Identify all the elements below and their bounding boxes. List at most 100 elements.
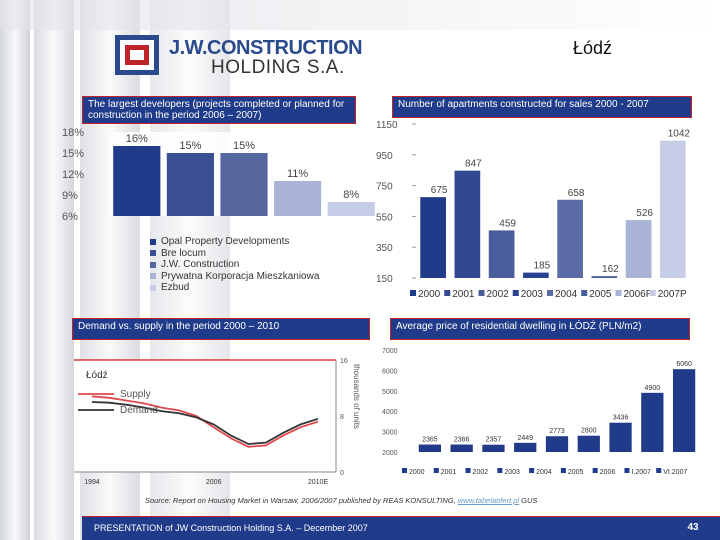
footer-text: PRESENTATION of JW Construction Holding … xyxy=(94,523,368,533)
bar xyxy=(625,220,652,278)
legend-label: J.W. Construction xyxy=(161,259,240,271)
y-tick-label: 150 xyxy=(376,274,393,285)
bar xyxy=(641,392,664,452)
y-tick-label: 950 xyxy=(376,151,393,162)
data-label: 459 xyxy=(499,218,516,229)
legend-swatch xyxy=(497,468,503,473)
legend-label: 2007P xyxy=(658,289,687,300)
y-tick-label: 6% xyxy=(62,211,78,223)
legend-label: 2002 xyxy=(487,289,510,300)
y-tick-label: 5000 xyxy=(382,389,398,396)
apartments-chart-header: Number of apartments constructed for sal… xyxy=(392,96,692,118)
legend-label: 2006P xyxy=(624,289,653,300)
data-label: 15% xyxy=(179,140,201,152)
legend-label: 2004 xyxy=(555,289,578,300)
y-tick-label: 4000 xyxy=(382,409,398,416)
logo-text-line1: J.W.CONSTRUCTION xyxy=(169,37,363,59)
legend-item: J.W. Construction xyxy=(150,259,319,271)
bar xyxy=(420,197,446,278)
y-tick-label: 12% xyxy=(62,169,84,181)
legend-label: 2003 xyxy=(521,289,544,300)
bar xyxy=(113,146,161,216)
data-label: 526 xyxy=(636,208,653,219)
bar xyxy=(545,436,569,452)
legend-swatch xyxy=(433,468,439,473)
apartments-bar-chart: 1150 950 750 550 350 150 675 847 459 185 658 162 526… xyxy=(376,120,691,300)
legend-label: VI.2007 xyxy=(663,469,687,476)
y-tick-label: 9% xyxy=(62,190,78,202)
data-label: 2449 xyxy=(517,435,533,442)
legend-label: 2002 xyxy=(473,469,489,476)
legend-label: 2001 xyxy=(452,289,475,300)
legend-swatch xyxy=(410,290,416,296)
y-tick-label: 6000 xyxy=(382,368,398,375)
y-tick-label: 8 xyxy=(340,414,344,421)
panel-label: Łódź xyxy=(86,370,108,381)
legend-label: 2005 xyxy=(589,289,612,300)
data-label: 15% xyxy=(233,140,255,152)
footer-bar: PRESENTATION of JW Construction Holding … xyxy=(82,516,720,540)
legend-swatch xyxy=(402,468,407,473)
y-tick-label: 7000 xyxy=(382,348,398,355)
bar xyxy=(523,272,549,278)
bar xyxy=(418,444,442,452)
legend-label: I.2007 xyxy=(631,469,651,476)
legend-item: Prywatna Korporacja Mieszkaniowa xyxy=(150,271,319,283)
page-number: 43 xyxy=(687,522,699,533)
plot-area xyxy=(74,360,336,472)
data-label: 3436 xyxy=(613,415,629,422)
source-suffix: GUS xyxy=(519,496,538,505)
x-tick-label: 2006 xyxy=(206,479,222,486)
data-label: 2357 xyxy=(486,437,502,444)
legend-swatch xyxy=(529,468,535,473)
bar xyxy=(557,199,583,278)
source-prefix: Source: Report on Housing Market in Wars… xyxy=(145,496,458,505)
data-label: 1042 xyxy=(668,129,691,140)
data-label: 847 xyxy=(465,159,482,170)
bar xyxy=(166,153,214,216)
legend-swatch xyxy=(512,290,519,296)
legend-label: 2001 xyxy=(441,469,457,476)
bar xyxy=(672,369,696,452)
bar xyxy=(488,230,515,278)
data-label: 2773 xyxy=(549,428,565,435)
legend-label: Ezbud xyxy=(161,282,190,294)
legend-swatch xyxy=(649,290,656,296)
price-bar-chart: 7000 6000 5000 4000 3000 2000 2365 2366 2357 2449… xyxy=(382,348,700,476)
legend-swatch xyxy=(150,238,156,245)
legend-swatch xyxy=(592,468,598,473)
bar xyxy=(609,422,632,452)
legend-item: Opal Property Developments xyxy=(150,236,319,248)
legend-item: Bre locum xyxy=(150,248,319,260)
series-line xyxy=(91,401,319,445)
data-label: 6060 xyxy=(676,361,692,368)
source-link[interactable]: www.tabelaofert.pl xyxy=(457,496,520,505)
page-title: Łódź xyxy=(572,38,612,58)
data-label: 658 xyxy=(568,188,585,199)
legend-swatch xyxy=(478,290,485,296)
legend-label: 2004 xyxy=(536,469,552,476)
legend-swatch xyxy=(444,290,451,296)
bar xyxy=(577,435,600,452)
data-label: 675 xyxy=(431,185,448,196)
legend-swatch xyxy=(150,261,156,268)
legend-label: 2000 xyxy=(418,289,441,300)
bar xyxy=(591,276,618,278)
bar xyxy=(454,170,481,278)
legend-label: 2000 xyxy=(409,469,425,476)
legend-label: Demand xyxy=(120,405,158,416)
data-label: 2366 xyxy=(454,437,470,444)
legend-swatch xyxy=(581,290,588,296)
y-tick-label: 2000 xyxy=(382,450,398,457)
y-tick-label: 16 xyxy=(340,358,348,365)
y-tick-label: 0 xyxy=(340,470,344,477)
price-chart-header: Average price of residential dwelling in… xyxy=(390,318,690,340)
legend-swatch xyxy=(560,468,566,473)
data-label: 2800 xyxy=(581,428,597,435)
legend-swatch xyxy=(656,468,662,473)
legend-swatch xyxy=(150,284,156,291)
legend-label: 2003 xyxy=(504,469,520,476)
developers-legend: Opal Property Developments Bre locum J.W. … xyxy=(150,236,319,294)
x-tick-label: 1994 xyxy=(84,479,100,486)
bar xyxy=(482,444,505,452)
